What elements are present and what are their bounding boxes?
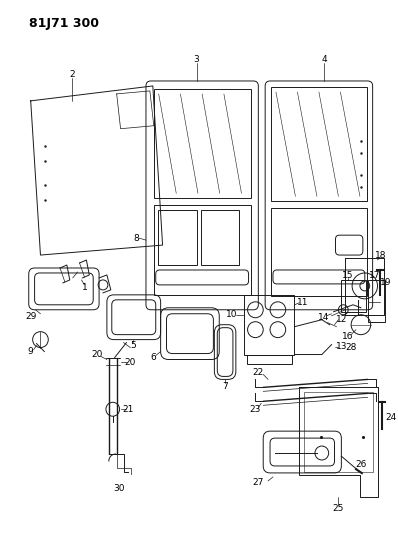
Text: 13: 13 bbox=[336, 342, 347, 351]
Bar bbox=[271, 87, 367, 201]
Text: 18: 18 bbox=[375, 251, 386, 260]
Text: 20: 20 bbox=[125, 358, 136, 367]
Text: 16: 16 bbox=[342, 332, 354, 341]
Bar bbox=[244, 295, 295, 354]
Bar bbox=[247, 354, 292, 365]
Text: 12: 12 bbox=[336, 315, 347, 324]
Text: 24: 24 bbox=[386, 413, 397, 422]
Text: 4: 4 bbox=[322, 54, 327, 63]
Bar bbox=[154, 89, 250, 198]
Text: 14: 14 bbox=[318, 313, 330, 322]
Text: 29: 29 bbox=[25, 312, 36, 321]
Text: 11: 11 bbox=[297, 298, 308, 308]
Text: 5: 5 bbox=[131, 341, 136, 350]
Text: 7: 7 bbox=[222, 382, 228, 391]
Bar bbox=[341, 280, 366, 312]
Text: 28: 28 bbox=[345, 343, 357, 352]
Text: 2: 2 bbox=[69, 69, 74, 78]
Bar bbox=[368, 280, 385, 322]
Text: 21: 21 bbox=[123, 405, 134, 414]
Text: 22: 22 bbox=[253, 368, 264, 377]
Text: 1: 1 bbox=[82, 284, 87, 293]
Text: 27: 27 bbox=[253, 478, 264, 487]
Text: 19: 19 bbox=[380, 278, 391, 287]
Text: 30: 30 bbox=[113, 484, 124, 494]
Text: 3: 3 bbox=[194, 54, 199, 63]
Bar bbox=[201, 211, 239, 265]
Text: 25: 25 bbox=[333, 504, 344, 513]
Text: 20: 20 bbox=[92, 350, 103, 359]
Text: 10: 10 bbox=[226, 310, 238, 319]
Bar bbox=[158, 211, 197, 265]
Text: 81J71 300: 81J71 300 bbox=[29, 17, 99, 30]
Text: 8: 8 bbox=[133, 233, 139, 243]
Bar bbox=[304, 392, 373, 472]
Text: 17: 17 bbox=[369, 271, 380, 280]
Bar bbox=[271, 208, 367, 296]
Text: 26: 26 bbox=[355, 459, 367, 469]
Bar bbox=[154, 205, 250, 295]
Text: 23: 23 bbox=[250, 405, 261, 414]
Text: 15: 15 bbox=[342, 271, 354, 280]
Text: 9: 9 bbox=[28, 347, 33, 356]
Text: 6: 6 bbox=[150, 353, 156, 362]
